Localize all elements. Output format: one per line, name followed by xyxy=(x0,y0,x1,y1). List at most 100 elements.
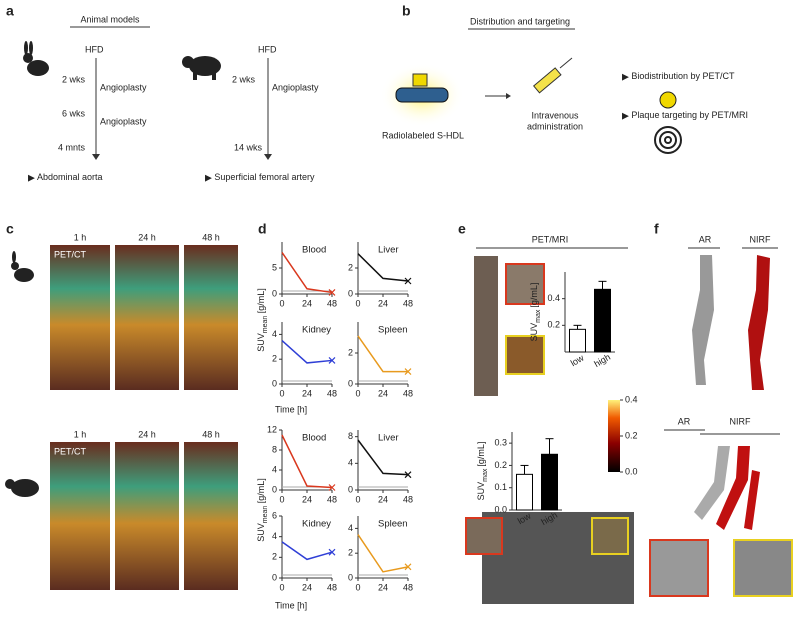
inset xyxy=(465,517,503,555)
pet-image xyxy=(184,245,238,390)
label: 2 wks xyxy=(62,74,86,84)
time-label: 48 h xyxy=(202,232,220,242)
arrowhead xyxy=(506,93,511,99)
label: AR xyxy=(699,234,712,244)
x-tick-label: 48 xyxy=(327,388,337,398)
radio-icon xyxy=(659,91,677,109)
label: mean xyxy=(262,506,269,524)
y-tick-label: 2 xyxy=(348,548,353,558)
time-label: 1 h xyxy=(74,429,87,439)
ar-image xyxy=(694,446,730,520)
label: max xyxy=(482,468,489,482)
bar xyxy=(569,328,586,353)
inset xyxy=(505,263,545,305)
label: Biodistribution by PET/CT xyxy=(631,71,735,81)
rabbit-icon xyxy=(23,41,49,76)
y-tick-label: 12 xyxy=(267,424,277,434)
x-tick-label: 24 xyxy=(378,582,388,592)
pet-image xyxy=(50,442,110,590)
label: Angioplasty xyxy=(272,82,319,92)
label: PET/MRI xyxy=(532,234,569,244)
end-marker xyxy=(328,484,336,491)
label: PET/CT xyxy=(54,249,87,259)
label: AR xyxy=(678,416,691,426)
chart-title: Spleen xyxy=(378,325,408,336)
panel-letter: d xyxy=(258,221,267,237)
line xyxy=(357,534,409,573)
label: 2 wks xyxy=(232,74,256,84)
panel-letter: e xyxy=(458,221,466,237)
pet-image xyxy=(50,245,110,390)
x-tick-label: 24 xyxy=(378,298,388,308)
arrowhead xyxy=(92,154,100,160)
y-tick-label: 8 xyxy=(272,444,277,454)
inset xyxy=(591,517,629,555)
end-marker xyxy=(404,563,412,571)
pig-icon xyxy=(182,56,221,80)
radio-icon xyxy=(412,73,428,87)
x-tick-label: 48 xyxy=(327,582,337,592)
label: SUV xyxy=(256,523,266,542)
label: ▶ Abdominal aorta xyxy=(28,172,102,182)
pig-icon xyxy=(5,479,39,497)
label: Plaque targeting by PET/MRI xyxy=(631,110,748,120)
x-tick-label: 0 xyxy=(355,298,360,308)
end-marker xyxy=(404,277,412,285)
label: 14 wks xyxy=(234,142,263,152)
y-tick-label: 2 xyxy=(272,552,277,562)
time-label: 24 h xyxy=(138,232,156,242)
x-tick-label: high xyxy=(592,352,612,369)
y-tick-label: 0.0 xyxy=(494,504,507,514)
end-marker xyxy=(328,357,336,364)
panel-letter: c xyxy=(6,221,14,237)
chart-title: Spleen xyxy=(378,519,408,530)
label: Angioplasty xyxy=(100,82,147,92)
y-tick-label: 2 xyxy=(272,354,277,364)
label: NIRF xyxy=(730,416,751,426)
panel-title: Distribution and targeting xyxy=(470,16,570,26)
inset xyxy=(733,539,793,597)
y-tick-label: 4 xyxy=(272,464,277,474)
y-tick-label: 5 xyxy=(272,262,277,272)
axis-label: Time [h] xyxy=(275,600,307,610)
x-tick-label: 24 xyxy=(378,494,388,504)
x-tick-label: 0 xyxy=(355,388,360,398)
label: [g/mL] xyxy=(529,283,539,308)
chart-title: Kidney xyxy=(302,519,331,530)
line xyxy=(357,439,409,476)
chart-title: Kidney xyxy=(302,325,331,336)
panel-letter: f xyxy=(654,221,659,237)
pet-image xyxy=(184,442,238,590)
end-marker xyxy=(328,289,336,296)
target-icon xyxy=(654,126,682,154)
x-tick-label: low xyxy=(569,353,586,369)
y-tick-label: 2 xyxy=(348,347,353,357)
y-tick-label: 0 xyxy=(348,572,353,582)
label: PET/CT xyxy=(54,446,87,456)
x-tick-label: 48 xyxy=(403,582,413,592)
x-tick-label: 0 xyxy=(355,494,360,504)
nirf-image xyxy=(748,255,770,390)
nirf-image xyxy=(716,446,760,530)
y-tick-label: 0 xyxy=(272,572,277,582)
x-tick-label: 0 xyxy=(355,582,360,592)
label: SUV xyxy=(529,323,539,342)
end-marker xyxy=(404,471,412,479)
x-tick-label: 48 xyxy=(327,494,337,504)
label: ▶ Plaque targeting by PET/MRI xyxy=(622,110,748,120)
x-tick-label: 24 xyxy=(302,298,312,308)
label: SUV xyxy=(476,482,486,501)
colorbar xyxy=(608,400,620,472)
label: SUV xyxy=(256,333,266,352)
bar xyxy=(594,288,611,353)
label: HFD xyxy=(258,44,277,54)
tick-label: 0.2 xyxy=(625,430,638,440)
label: [g/mL] xyxy=(476,442,486,467)
panel-letter: b xyxy=(402,3,411,19)
bar xyxy=(516,473,533,511)
y-tick-label: 0 xyxy=(348,288,353,298)
axis-label: SUVmax[g/mL] xyxy=(476,442,488,501)
time-label: 1 h xyxy=(74,232,87,242)
y-tick-label: 0 xyxy=(272,484,277,494)
label: ▶ Superficial femoral artery xyxy=(205,172,315,182)
